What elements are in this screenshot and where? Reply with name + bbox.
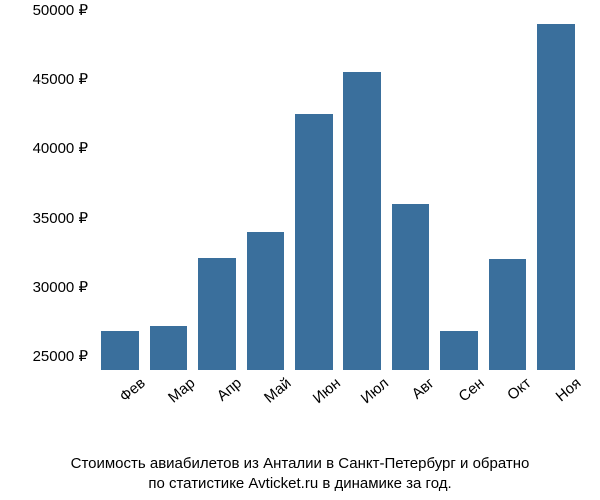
x-axis-tick-label: Фев <box>113 370 149 405</box>
bar <box>537 24 575 370</box>
bar <box>489 259 527 370</box>
caption-line-2: по статистике Avticket.ru в динамике за … <box>0 475 600 492</box>
bar <box>392 204 430 370</box>
bar <box>150 326 188 370</box>
x-axis-tick-label: Апр <box>210 370 245 405</box>
bar <box>440 331 478 370</box>
bar <box>247 232 285 370</box>
bar <box>101 331 139 370</box>
x-axis-tick-label: Июл <box>354 370 392 407</box>
y-axis-tick-label: 45000 ₽ <box>33 70 96 88</box>
x-axis-tick-label: Июн <box>306 370 344 407</box>
bar <box>198 258 236 370</box>
bar <box>295 114 333 370</box>
bar <box>343 72 381 370</box>
plot-area: 25000 ₽30000 ₽35000 ₽40000 ₽45000 ₽50000… <box>96 10 580 370</box>
caption-line-1: Стоимость авиабилетов из Анталии в Санкт… <box>0 455 600 472</box>
y-axis-tick-label: 25000 ₽ <box>33 347 96 365</box>
y-axis-tick-label: 50000 ₽ <box>33 1 96 19</box>
x-axis-tick-label: Окт <box>501 370 535 404</box>
y-axis-tick-label: 40000 ₽ <box>33 139 96 157</box>
y-axis-tick-label: 35000 ₽ <box>33 209 96 227</box>
x-axis-tick-label: Мар <box>161 370 198 406</box>
x-axis-tick-label: Май <box>258 370 295 407</box>
y-axis-tick-label: 30000 ₽ <box>33 278 96 296</box>
x-axis-tick-label: Авг <box>404 370 437 403</box>
x-axis-tick-label: Ноя <box>549 370 585 405</box>
x-axis-tick-label: Сен <box>452 370 488 405</box>
price-bar-chart: 25000 ₽ 30000 ₽ 35000 ₽ 40000 ₽ 45000 ₽ 50000… <box>0 0 600 500</box>
